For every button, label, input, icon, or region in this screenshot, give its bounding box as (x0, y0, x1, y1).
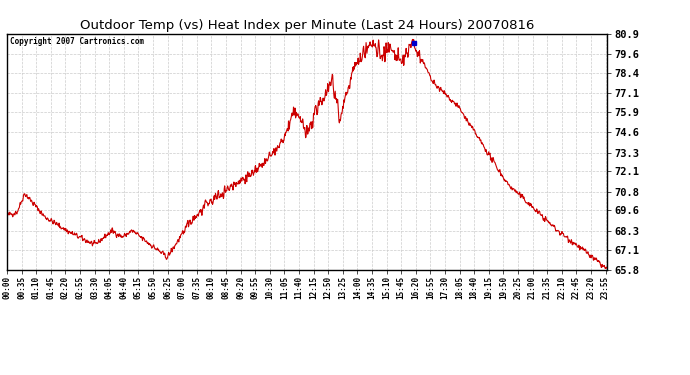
Text: Copyright 2007 Cartronics.com: Copyright 2007 Cartronics.com (10, 37, 144, 46)
Text: Outdoor Temp (vs) Heat Index per Minute (Last 24 Hours) 20070816: Outdoor Temp (vs) Heat Index per Minute … (80, 19, 534, 32)
